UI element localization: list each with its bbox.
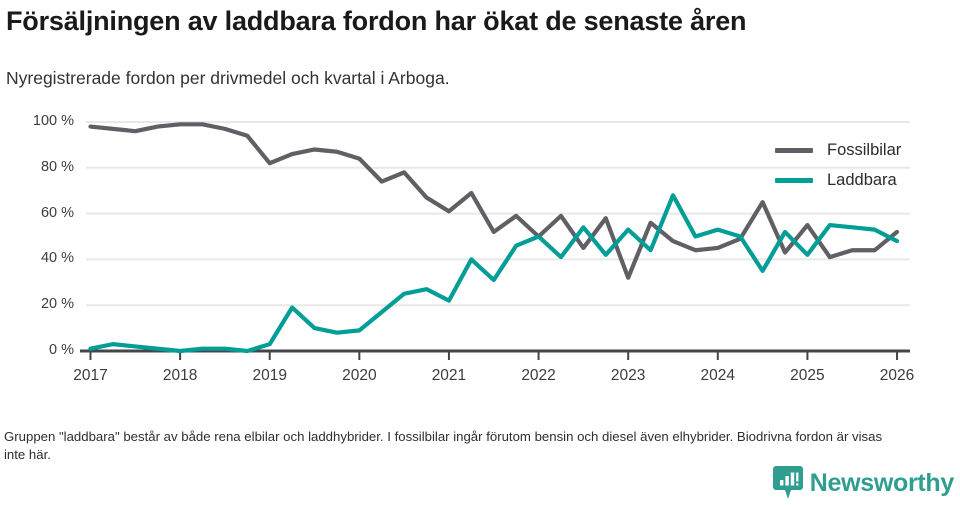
line-chart-svg xyxy=(80,121,910,360)
x-axis-label: 2018 xyxy=(162,367,198,384)
bar-chart-bubble-icon xyxy=(772,466,803,499)
y-axis-label: 100 % xyxy=(32,113,74,129)
newsworthy-logo[interactable]: Newsworthy xyxy=(772,466,955,500)
chart-footnote: Gruppen "laddbara" består av både rena e… xyxy=(4,429,883,462)
x-axis-label: 2019 xyxy=(252,367,287,384)
y-axis-label: 0 % xyxy=(49,342,74,358)
legend-label-fossilbilar: Fossilbilar xyxy=(827,140,902,159)
x-axis-label: 2017 xyxy=(73,367,108,384)
x-axis-label: 2022 xyxy=(521,367,556,384)
legend-item-laddbara[interactable]: Laddbara xyxy=(775,165,955,195)
x-axis-label: 2020 xyxy=(342,367,377,384)
page-title: Försäljningen av laddbara fordon har öka… xyxy=(6,6,747,36)
x-axis-label: 2021 xyxy=(431,367,467,384)
page-subtitle: Nyregistrerade fordon per drivmedel och … xyxy=(6,68,450,88)
y-axis-label: 60 % xyxy=(40,204,74,221)
x-axis-label: 2023 xyxy=(610,367,646,384)
y-axis-label: 80 % xyxy=(40,158,74,175)
legend-swatch-fossilbilar xyxy=(775,147,813,153)
legend-item-fossilbilar[interactable]: Fossilbilar xyxy=(775,135,955,165)
x-axis-label: 2024 xyxy=(700,367,736,384)
legend-label-laddbara: Laddbara xyxy=(827,170,897,189)
y-axis-label: 40 % xyxy=(40,250,74,267)
chart-plot-area xyxy=(0,105,960,400)
chart-legend: Fossilbilar Laddbara xyxy=(775,135,955,195)
series-line-fossilbilar xyxy=(88,122,900,280)
x-axis-label: 2025 xyxy=(790,367,825,384)
y-axis-label: 20 % xyxy=(40,296,74,313)
brand-name: Newsworthy xyxy=(809,468,955,497)
legend-swatch-laddbara xyxy=(775,177,813,183)
series-line-laddbara xyxy=(88,193,900,354)
x-axis-label: 2026 xyxy=(879,367,915,384)
